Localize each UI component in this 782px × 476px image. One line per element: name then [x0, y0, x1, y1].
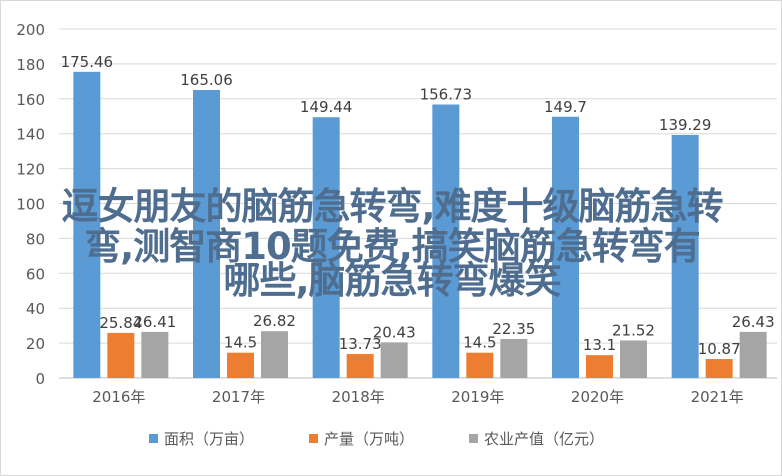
bar-1 — [346, 354, 374, 378]
bar-1 — [586, 355, 613, 378]
legend-swatch-0 — [149, 434, 158, 443]
y-tick-label: 180 — [16, 56, 45, 74]
data-label: 26.41 — [133, 313, 176, 331]
bar-2 — [620, 340, 647, 378]
data-label: 13.73 — [339, 335, 382, 353]
y-tick-label: 20 — [26, 335, 45, 353]
x-tick-label: 2017年 — [212, 388, 265, 406]
data-label: 26.43 — [732, 313, 775, 331]
y-tick-label: 100 — [16, 196, 45, 214]
bar-1 — [227, 352, 254, 378]
data-label: 149.7 — [544, 98, 587, 116]
x-tick-label: 2018年 — [332, 388, 385, 406]
y-tick-label: 40 — [26, 300, 45, 318]
bar-0 — [552, 116, 579, 378]
bar-0 — [432, 104, 460, 378]
data-label: 165.06 — [180, 71, 233, 89]
x-tick-label: 2016年 — [92, 388, 145, 406]
y-tick-label: 80 — [26, 230, 45, 248]
data-label: 25.84 — [99, 314, 142, 332]
y-tick-label: 140 — [16, 126, 45, 144]
bar-2 — [380, 342, 408, 378]
bar-0 — [73, 71, 101, 378]
legend-label: 面积（万亩） — [164, 430, 254, 448]
legend-swatch-2 — [469, 434, 478, 443]
bar-2 — [141, 331, 169, 378]
bar-2 — [261, 331, 288, 378]
bar-1 — [107, 332, 135, 378]
data-label: 14.5 — [463, 334, 496, 352]
bar-0 — [193, 89, 220, 378]
data-label: 156.73 — [420, 86, 473, 104]
bar-1 — [466, 352, 494, 378]
legend-swatch-1 — [309, 434, 318, 443]
overlay-text-line-3: 哪些,脑筋急转弯爆笑 — [223, 259, 561, 302]
x-tick-label: 2019年 — [451, 388, 504, 406]
data-label: 149.44 — [300, 98, 353, 116]
y-tick-label: 160 — [16, 91, 45, 109]
bar-2 — [500, 338, 528, 378]
data-label: 22.35 — [492, 320, 535, 338]
data-label: 175.46 — [61, 53, 114, 71]
y-tick-label: 60 — [26, 265, 45, 283]
data-label: 20.43 — [373, 323, 416, 341]
bar-1 — [705, 359, 733, 378]
overlay-text-line-2: 弯,测智商10题免费,搞笑脑筋急转弯有 — [84, 225, 701, 268]
data-label: 14.5 — [224, 334, 257, 352]
x-tick-label: 2020年 — [571, 388, 624, 406]
bar-2 — [739, 331, 767, 378]
y-tick-label: 120 — [16, 161, 45, 179]
data-label: 10.87 — [698, 340, 741, 358]
y-tick-label: 200 — [16, 21, 45, 39]
bar-0 — [312, 117, 340, 378]
legend-label: 产量（万吨） — [324, 430, 414, 448]
data-label: 21.52 — [612, 321, 655, 339]
bar-0 — [671, 134, 699, 378]
overlay-text-line-1: 逗女朋友的脑筋急转弯,难度十级脑筋急转 — [61, 185, 723, 228]
data-label: 26.82 — [253, 312, 296, 330]
y-tick-label: 0 — [35, 370, 45, 388]
legend-label: 农业产值（亿元） — [484, 430, 604, 448]
x-tick-label: 2021年 — [691, 388, 744, 406]
data-label: 139.29 — [659, 116, 712, 134]
data-label: 13.1 — [583, 336, 616, 354]
